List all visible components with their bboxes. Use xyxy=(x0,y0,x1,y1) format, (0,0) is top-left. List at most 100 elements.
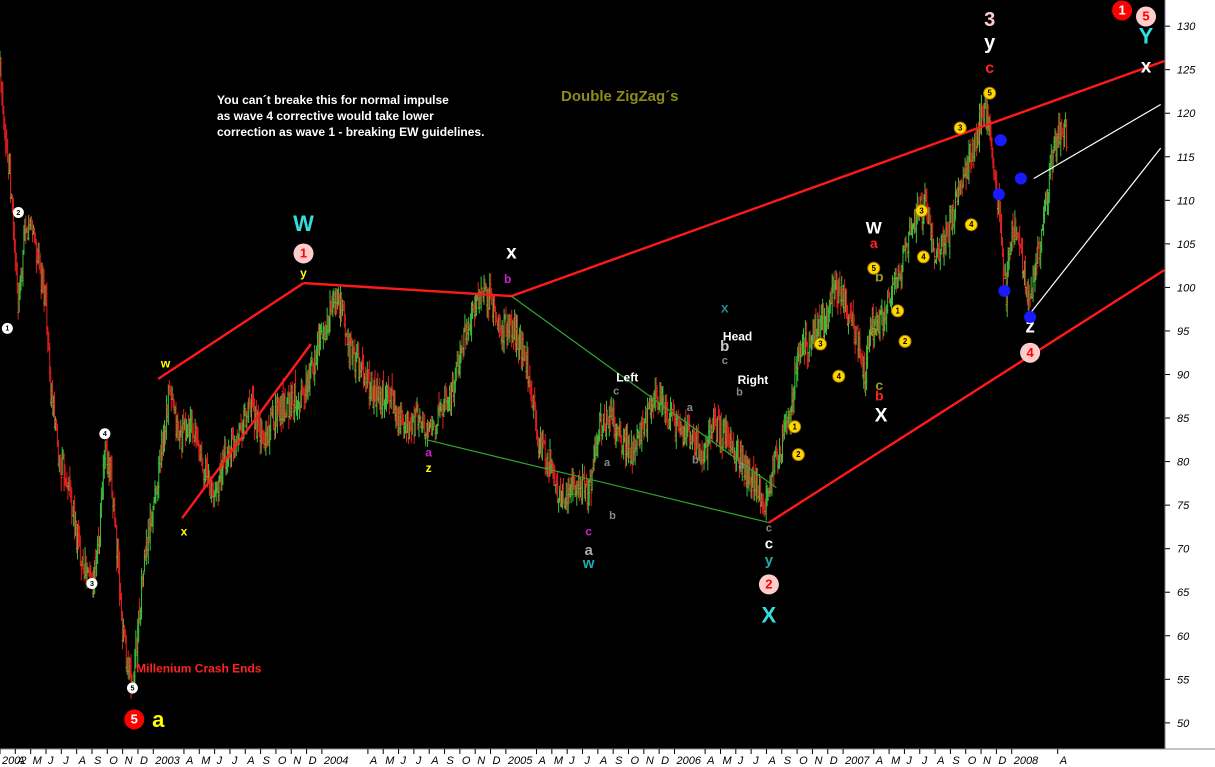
marker-circle xyxy=(832,369,846,383)
x-tick-label: A xyxy=(369,755,377,767)
wave-label: z xyxy=(426,461,432,475)
marker-circle xyxy=(898,334,912,348)
x-tick-label: M xyxy=(554,755,564,767)
marker-circle xyxy=(1112,0,1133,21)
wave-count-marker: 5 xyxy=(867,261,881,275)
wave-label: W xyxy=(293,211,314,236)
wave-label: a xyxy=(584,542,593,559)
price-bar xyxy=(494,312,499,322)
wave-count-marker: 5 xyxy=(124,709,145,730)
marker-label: 5 xyxy=(130,684,134,692)
wave-label: a xyxy=(152,707,165,732)
y-tick-label: 125 xyxy=(1177,65,1196,77)
y-tick-label: 100 xyxy=(1177,282,1196,294)
price-bar xyxy=(992,157,996,180)
wave-label: a xyxy=(870,235,878,251)
marker-label: 2 xyxy=(903,337,908,346)
x-tick-label: D xyxy=(493,755,501,767)
price-bar xyxy=(427,421,432,432)
x-tick-label: S xyxy=(615,755,623,767)
x-tick-label: O xyxy=(968,755,977,767)
x-tick-label: A xyxy=(16,755,24,767)
marker-label: 2 xyxy=(765,577,772,592)
price-bar xyxy=(284,411,288,418)
x-tick-label: M xyxy=(201,755,211,767)
wave-label: z xyxy=(1025,317,1035,338)
x-tick-label: J xyxy=(752,755,759,767)
trendline-2 xyxy=(157,282,305,380)
x-tick-label: N xyxy=(814,755,822,767)
wave-label: w xyxy=(582,555,595,572)
marker-label: 5 xyxy=(872,264,877,273)
price-bar xyxy=(1036,236,1040,265)
wave-count-marker: 2 xyxy=(898,334,912,348)
x-tick-label: D xyxy=(830,755,838,767)
wave-label: y xyxy=(984,32,996,54)
price-bar xyxy=(832,271,836,307)
annotation-label: Millenium Crash Ends xyxy=(136,661,262,675)
marker-circle xyxy=(983,86,997,100)
x-tick-label: J xyxy=(415,755,422,767)
marker-circle xyxy=(1,322,13,334)
price-bar xyxy=(1035,246,1039,276)
wave-label: Y xyxy=(1139,24,1154,49)
wave-label: x xyxy=(721,300,729,316)
marker-label: 4 xyxy=(837,372,842,381)
price-bar xyxy=(840,276,844,306)
y-tick-label: 90 xyxy=(1177,370,1190,382)
price-bar xyxy=(587,480,591,506)
marker-circle xyxy=(12,207,24,219)
x-tick-label: 2004 xyxy=(323,755,348,767)
wave-count-marker: 3 xyxy=(953,121,967,135)
price-bar xyxy=(291,381,295,406)
x-tick-label: N xyxy=(293,755,301,767)
price-bar xyxy=(430,416,434,437)
x-tick-label: J xyxy=(231,755,238,767)
wave-count-marker: 4 xyxy=(1020,342,1041,363)
x-tick-label: D xyxy=(998,755,1006,767)
marker-label: 2 xyxy=(796,450,801,459)
y-tick-label: 120 xyxy=(1177,108,1196,120)
price-bar xyxy=(271,400,275,419)
y-tick-label: 50 xyxy=(1177,718,1190,730)
marker-circle xyxy=(867,261,881,275)
marker-label: 1 xyxy=(300,246,307,261)
price-bar xyxy=(271,407,276,431)
y-tick-label: 130 xyxy=(1177,21,1196,33)
price-bar xyxy=(151,506,155,534)
annotations: Millenium Crash Ends Double ZigZag´s Head L… xyxy=(1,0,1156,732)
marker-label: 3 xyxy=(958,124,963,133)
x-tick-label: J xyxy=(47,755,54,767)
x-tick-label: A xyxy=(706,755,714,767)
x-tick-label: J xyxy=(921,755,928,767)
wave-count-marker: 3 xyxy=(86,578,98,590)
marker-circle xyxy=(992,188,1005,201)
wave-label: b xyxy=(609,510,616,522)
marker-circle xyxy=(758,574,779,595)
wave-label: b xyxy=(504,272,511,286)
marker-label: 1 xyxy=(1118,3,1125,18)
marker-label: 4 xyxy=(103,430,107,438)
y-tick-label: 110 xyxy=(1177,195,1195,207)
x-tick-label: A xyxy=(185,755,193,767)
x-tick-label: O xyxy=(462,755,471,767)
price-bar xyxy=(589,468,593,507)
x-tick-label: J xyxy=(568,755,575,767)
trendline-6 xyxy=(1033,103,1162,180)
x-tick-label: O xyxy=(799,755,808,767)
y-tick-label: 55 xyxy=(1177,674,1190,686)
wave-label: y xyxy=(300,266,307,280)
price-bar xyxy=(548,438,552,477)
marker-circle xyxy=(994,134,1007,147)
price-bar xyxy=(1064,119,1069,152)
x-tick-label: M xyxy=(722,755,732,767)
price-bar xyxy=(99,487,103,518)
trendline-3 xyxy=(181,343,312,519)
y-tick-label: 70 xyxy=(1177,544,1190,556)
price-bar xyxy=(512,317,516,350)
price-bar xyxy=(772,452,776,488)
marker-circle xyxy=(293,243,314,264)
trendline-7 xyxy=(1029,147,1162,314)
